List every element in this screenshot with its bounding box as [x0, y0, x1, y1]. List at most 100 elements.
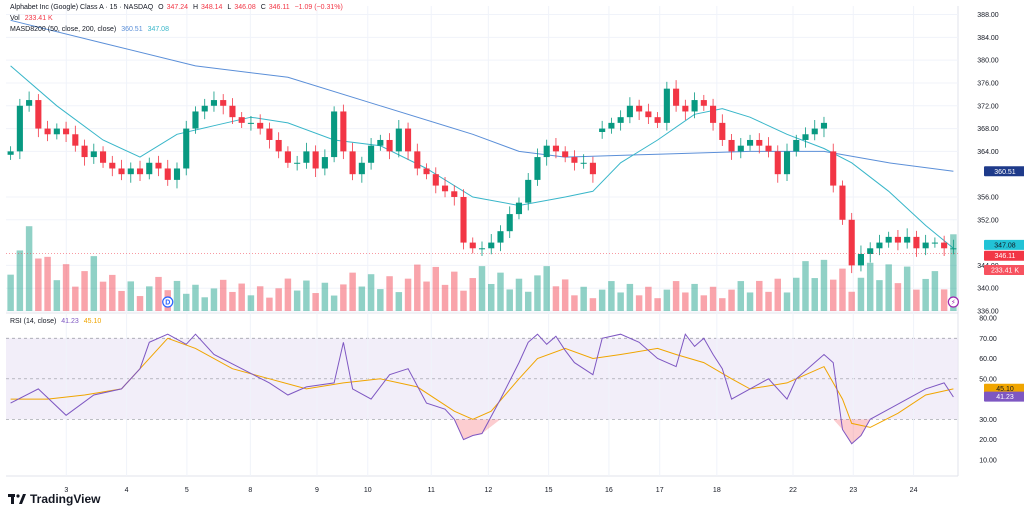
candle-body — [931, 242, 938, 244]
volume-bar — [903, 266, 911, 311]
candle-body — [682, 105, 689, 112]
volume-bar — [349, 272, 356, 311]
candle-body — [543, 145, 550, 158]
candle-body — [136, 168, 144, 175]
high-label: H — [192, 4, 199, 11]
candle-body — [728, 139, 735, 152]
volume-bar — [469, 278, 476, 311]
close-badge-bg — [984, 250, 1024, 261]
price-tick-label: 352.00 — [977, 217, 999, 224]
rsi-ma-badge-bg — [984, 383, 1024, 394]
rsi-value: 41.23 — [61, 318, 79, 325]
candle-body — [515, 202, 523, 215]
volume-bar — [756, 280, 763, 311]
volume-bar — [561, 279, 569, 311]
volume-bar — [608, 281, 615, 311]
candle-body — [183, 128, 190, 169]
event-marker-label: ⚡ — [951, 299, 956, 307]
volume-bar — [127, 281, 135, 311]
candle-body — [737, 145, 744, 152]
volume-bar — [497, 272, 504, 311]
rsi-badge: 41.23 — [996, 394, 1014, 401]
candle-body — [793, 139, 800, 152]
volume-bar — [275, 288, 282, 311]
candle-body — [331, 111, 338, 158]
volume-bar — [571, 295, 578, 311]
volume-bar — [229, 291, 236, 311]
candle-body — [432, 174, 439, 186]
candle-body — [469, 242, 476, 249]
close-label: C — [260, 4, 266, 11]
candle-body — [405, 128, 412, 152]
candle-body — [599, 128, 606, 132]
candle-body — [894, 236, 901, 243]
candle-body — [867, 248, 874, 254]
candle-body — [247, 122, 254, 124]
volume-bar — [719, 298, 726, 311]
volume-bar — [654, 298, 661, 311]
volume-bar — [811, 278, 818, 311]
candlesticks — [7, 80, 957, 274]
candle-body — [164, 168, 171, 180]
candle-body — [127, 168, 134, 175]
grid-lines — [6, 6, 959, 477]
ma200-line — [10, 19, 954, 172]
candle-body — [571, 157, 578, 163]
candle-body — [368, 145, 375, 163]
price-tick-label: 368.00 — [977, 126, 999, 133]
candle-body — [534, 157, 541, 180]
time-tick-label: 3 — [64, 487, 68, 494]
candle-body — [210, 100, 218, 106]
candle-body — [626, 105, 633, 118]
volume-bar — [192, 284, 199, 311]
ma200-value: 360.51 — [121, 26, 143, 33]
volume-bar — [432, 266, 440, 311]
volume-bar — [321, 282, 329, 311]
candle-body — [580, 162, 587, 164]
volume-bar — [340, 284, 347, 311]
candle-body — [848, 219, 855, 266]
volume-bar — [99, 281, 107, 311]
volume-bar — [857, 277, 865, 311]
ma200-badge: 360.51 — [994, 169, 1016, 176]
candle-body — [746, 139, 754, 146]
candle-body — [525, 179, 532, 203]
candle-body — [506, 214, 513, 232]
time-tick-label: 18 — [713, 487, 721, 494]
volume-bar — [793, 277, 800, 311]
volume-bar — [247, 295, 255, 311]
candle-body — [552, 145, 559, 152]
candle-body — [35, 100, 42, 129]
volume-bar — [238, 283, 245, 311]
candle-body — [238, 117, 245, 123]
volume-bar — [534, 275, 541, 311]
candle-body — [811, 128, 818, 135]
ma200-path — [10, 19, 954, 172]
volume-bar — [358, 286, 366, 311]
candle-body — [497, 231, 504, 243]
volume-bar — [931, 271, 939, 311]
time-tick-label: 16 — [605, 487, 613, 494]
candle-body — [460, 196, 467, 243]
candle-body — [275, 139, 282, 152]
volume-bar — [506, 289, 513, 311]
candle-body — [155, 162, 162, 169]
volume-bar — [543, 266, 550, 311]
volume-bar — [182, 293, 190, 311]
ma-label: MASD8200 (50, close, 200, close) — [10, 26, 117, 33]
volume-bar — [709, 286, 717, 311]
volume-bar — [598, 289, 606, 311]
ma50-value: 347.08 — [147, 26, 169, 33]
candle-body — [765, 145, 772, 152]
volume-bar — [210, 288, 218, 311]
candle-body — [904, 236, 911, 243]
candle-body — [26, 100, 33, 106]
price-tick-label: 336.00 — [977, 309, 999, 316]
candle-body — [7, 151, 14, 155]
candle-body — [830, 151, 837, 186]
candle-body — [885, 236, 892, 243]
tradingview-footer[interactable]: TradingView — [8, 492, 100, 506]
volume-bar — [950, 234, 957, 311]
